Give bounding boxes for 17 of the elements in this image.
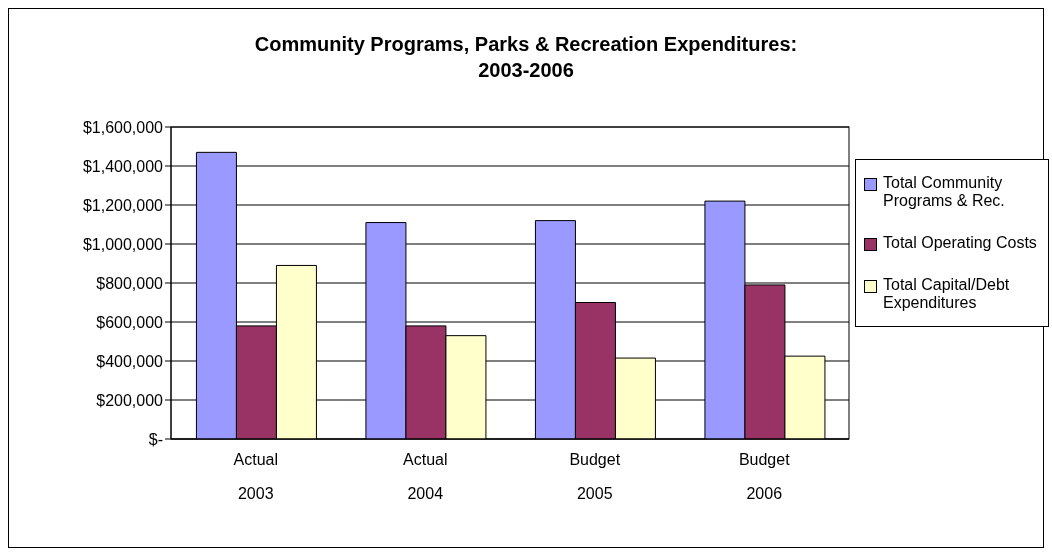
y-tick-label: $200,000 (96, 391, 164, 409)
chart-title: Community Programs, Parks & Recreation Expenditures: 2003-2006 (253, 32, 799, 83)
x-tick-label: Actual 2004 (403, 451, 448, 502)
y-tick-label: $400,000 (96, 352, 164, 370)
y-tick-label: $1,200,000 (82, 196, 164, 214)
y-tick-label: $800,000 (96, 274, 164, 292)
y-tick-label: $- (148, 430, 163, 448)
y-tick-label: $600,000 (96, 313, 164, 331)
legend-label: Total Capital/Debt Expenditures (883, 276, 1011, 312)
x-tick-label: Actual 2003 (233, 451, 278, 502)
legend-label: Total Operating Costs (883, 234, 1037, 252)
y-tick-label: $1,000,000 (82, 235, 164, 253)
legend-label: Total Community Programs & Rec. (883, 174, 1006, 210)
x-tick-label: Budget 2005 (569, 451, 621, 502)
y-tick-label: $1,600,000 (82, 118, 164, 136)
y-tick-label: $1,400,000 (82, 157, 164, 175)
x-tick-label: Budget 2006 (738, 451, 791, 502)
